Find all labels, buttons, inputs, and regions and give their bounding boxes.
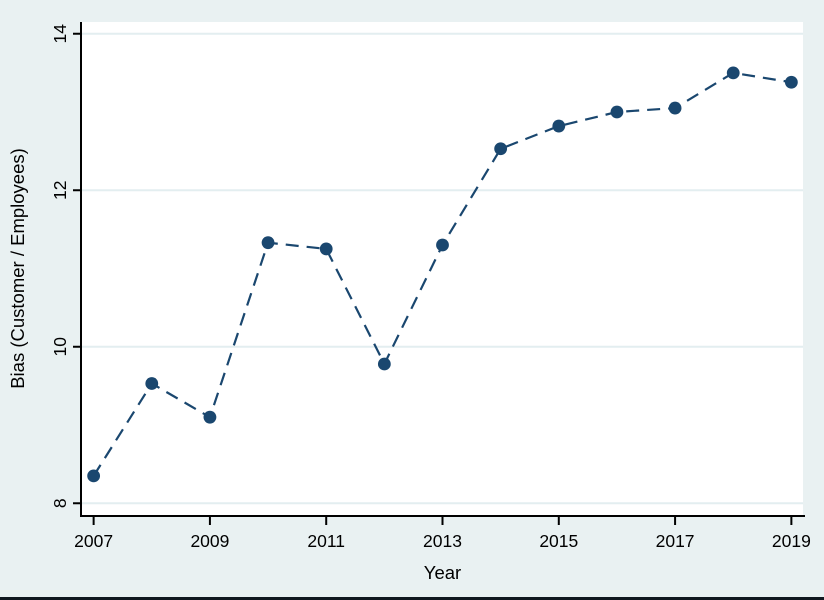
data-point bbox=[319, 242, 333, 256]
y-tick-label: 10 bbox=[50, 337, 70, 357]
x-tick-label: 2015 bbox=[539, 531, 578, 551]
x-tick-label: 2007 bbox=[74, 531, 113, 551]
plot-area bbox=[82, 22, 803, 515]
data-point bbox=[494, 142, 508, 156]
data-point bbox=[203, 410, 217, 424]
y-tick-label: 14 bbox=[50, 24, 70, 44]
data-point bbox=[668, 101, 682, 115]
x-axis-title: Year bbox=[424, 562, 461, 583]
data-point bbox=[552, 119, 566, 133]
data-point bbox=[610, 105, 624, 119]
x-tick-label: 2019 bbox=[772, 531, 811, 551]
data-point bbox=[261, 236, 275, 250]
data-point bbox=[436, 238, 449, 252]
y-tick-label: 8 bbox=[50, 498, 70, 508]
data-point bbox=[145, 377, 159, 390]
y-tick-label: 12 bbox=[50, 181, 70, 200]
x-tick-label: 2017 bbox=[656, 531, 695, 551]
data-point bbox=[784, 75, 798, 89]
data-point bbox=[726, 66, 740, 80]
figure-bottom-border bbox=[0, 597, 824, 600]
x-tick-label: 2009 bbox=[190, 531, 229, 551]
x-tick-label: 2013 bbox=[423, 531, 462, 551]
y-axis-title: Bias (Customer / Employees) bbox=[7, 148, 28, 389]
x-tick-label: 2011 bbox=[307, 531, 345, 551]
data-point bbox=[377, 357, 391, 371]
data-point bbox=[87, 469, 101, 483]
